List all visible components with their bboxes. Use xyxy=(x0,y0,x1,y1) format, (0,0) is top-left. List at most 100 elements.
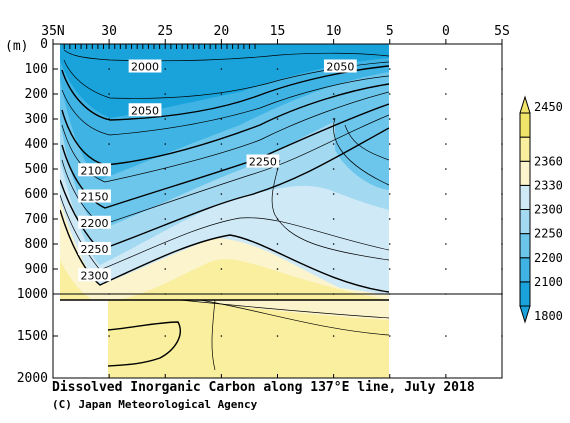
x-tick-label: 0 xyxy=(442,24,450,39)
grid-dot xyxy=(388,193,391,195)
grid-dot xyxy=(388,243,391,245)
colorbar-segment xyxy=(519,136,531,162)
colorbar-segment xyxy=(519,184,531,210)
grid-dot xyxy=(388,335,391,337)
contour-line xyxy=(61,65,389,121)
colorbar-segment xyxy=(519,209,531,235)
x-tick-label: 15 xyxy=(270,24,286,39)
grid-dot xyxy=(388,218,391,220)
grid-dot xyxy=(388,68,391,70)
grid-dot xyxy=(276,268,279,270)
contour-label-bg xyxy=(78,215,111,229)
contour-line xyxy=(107,321,181,367)
x-tick-label: 35N xyxy=(41,24,64,39)
contour-label: 2250 xyxy=(81,243,109,256)
x-tick-label: 5 xyxy=(386,24,394,39)
grid-dot xyxy=(220,218,223,220)
grid-dot xyxy=(276,118,279,120)
y-tick-label: 400 xyxy=(25,137,48,152)
grid-dot xyxy=(220,68,223,70)
y-axis: 0 100 200 300 400 500 600 700 800 900 1000 1500 2000 xyxy=(17,37,58,386)
grid-dot xyxy=(332,268,335,270)
contour-label-bg xyxy=(246,154,280,168)
chart-title: Dissolved Inorganic Carbon along 137°E l… xyxy=(52,380,475,395)
colorbar-segment xyxy=(519,112,531,138)
grid-dot xyxy=(445,118,447,120)
contour-label-bg xyxy=(128,103,162,117)
grid-dot xyxy=(164,118,167,120)
grid-dot xyxy=(332,218,335,220)
grid-dot xyxy=(164,143,167,145)
colorbar: 2450 2100 2200 2250 2300 2330 2360 1800 xyxy=(519,95,563,324)
grid-dot xyxy=(332,243,335,245)
contour-line xyxy=(63,49,389,62)
contour-label: 2000 xyxy=(131,61,159,74)
grid-dot xyxy=(108,93,110,95)
y-tick-label: 1000 xyxy=(17,287,48,302)
colorbar-label: 2360 xyxy=(534,154,563,168)
grid-dot xyxy=(388,118,391,120)
grid-dot xyxy=(445,93,447,95)
contour-label-bg xyxy=(78,242,111,255)
grid-dot xyxy=(164,218,167,220)
x-tick-label: 20 xyxy=(214,24,230,39)
contour-label-bg xyxy=(78,163,111,177)
grid-dot xyxy=(445,193,447,195)
colorbar-bottom-arrow xyxy=(519,305,531,324)
contour-label: 2250 xyxy=(249,156,277,169)
grid-dot xyxy=(276,143,279,145)
grid-dot xyxy=(108,68,110,70)
grid-dot xyxy=(108,335,110,337)
contour-line xyxy=(199,299,389,336)
contour-line xyxy=(271,159,389,261)
grid-dot xyxy=(164,193,167,195)
x-tick-label: 30 xyxy=(101,24,117,39)
grid-dot xyxy=(276,218,279,220)
colorbar-segment xyxy=(519,257,531,283)
colorbar-segment xyxy=(519,233,531,259)
y-tick-label: 900 xyxy=(25,262,48,277)
contour-label-bg xyxy=(323,59,357,73)
no-data-region xyxy=(60,300,108,378)
grid-dot xyxy=(388,143,391,145)
grid-dot xyxy=(276,168,279,170)
contour-line xyxy=(333,117,389,186)
y-tick-label: 100 xyxy=(25,62,48,77)
grid-dot xyxy=(388,93,391,95)
grid-dot xyxy=(276,93,279,95)
colorbar-label: 2250 xyxy=(534,227,563,241)
y-tick-label: 0 xyxy=(40,37,48,52)
contour-label: 2300 xyxy=(81,269,109,282)
grid-dot xyxy=(108,118,110,120)
grid-dot xyxy=(332,143,335,145)
grid-dot xyxy=(164,335,167,337)
grid-dot xyxy=(445,268,447,270)
y-axis-label: (m) xyxy=(5,39,28,54)
colorbar-label: 2300 xyxy=(534,203,563,217)
y-tick-label: 700 xyxy=(25,212,48,227)
colorbar-label: 2100 xyxy=(534,275,563,289)
grid-dot xyxy=(220,168,223,170)
contour-line xyxy=(60,209,389,293)
grid-dot xyxy=(388,268,391,270)
y-tick-label: 800 xyxy=(25,237,48,252)
grid-dot xyxy=(332,335,335,337)
grid-dot xyxy=(445,335,447,337)
grid-dot xyxy=(276,335,279,337)
fill-band-2360-lower xyxy=(60,300,389,378)
grid-dot xyxy=(220,268,223,270)
colorbar-label: 1800 xyxy=(534,309,563,323)
colorbar-segment xyxy=(519,281,531,307)
grid-dot xyxy=(332,118,335,120)
x-tick-label: 25 xyxy=(157,24,173,39)
grid-dot xyxy=(108,143,110,145)
y-tick-label: 500 xyxy=(25,162,48,177)
contour-line xyxy=(344,124,389,161)
contour-label: 2050 xyxy=(326,61,354,74)
contour-line xyxy=(61,83,389,166)
colorbar-segment xyxy=(519,160,531,186)
grid-dot xyxy=(388,168,391,170)
grid-dot xyxy=(445,143,447,145)
grid-dot xyxy=(220,243,223,245)
colorbar-label: 2450 xyxy=(534,100,563,114)
